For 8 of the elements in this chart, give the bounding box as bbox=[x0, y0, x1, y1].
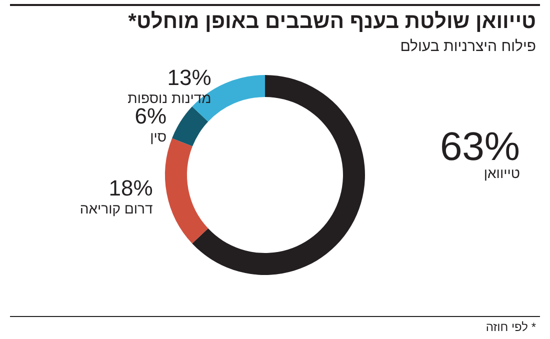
chart-title: טייוואן שולטת בענף השבבים באופן מוחלט* bbox=[128, 10, 536, 34]
data-label: 13% bbox=[167, 65, 212, 90]
text: * לפי חוזה bbox=[486, 320, 536, 334]
slice-label: דרום קוריאה bbox=[80, 200, 154, 217]
data-label: 6% bbox=[134, 103, 167, 128]
data-label: 18% bbox=[108, 176, 153, 201]
slice-label: סין bbox=[150, 128, 167, 144]
chart-subtitle: פילוח היצרניות בעולם bbox=[400, 38, 536, 55]
